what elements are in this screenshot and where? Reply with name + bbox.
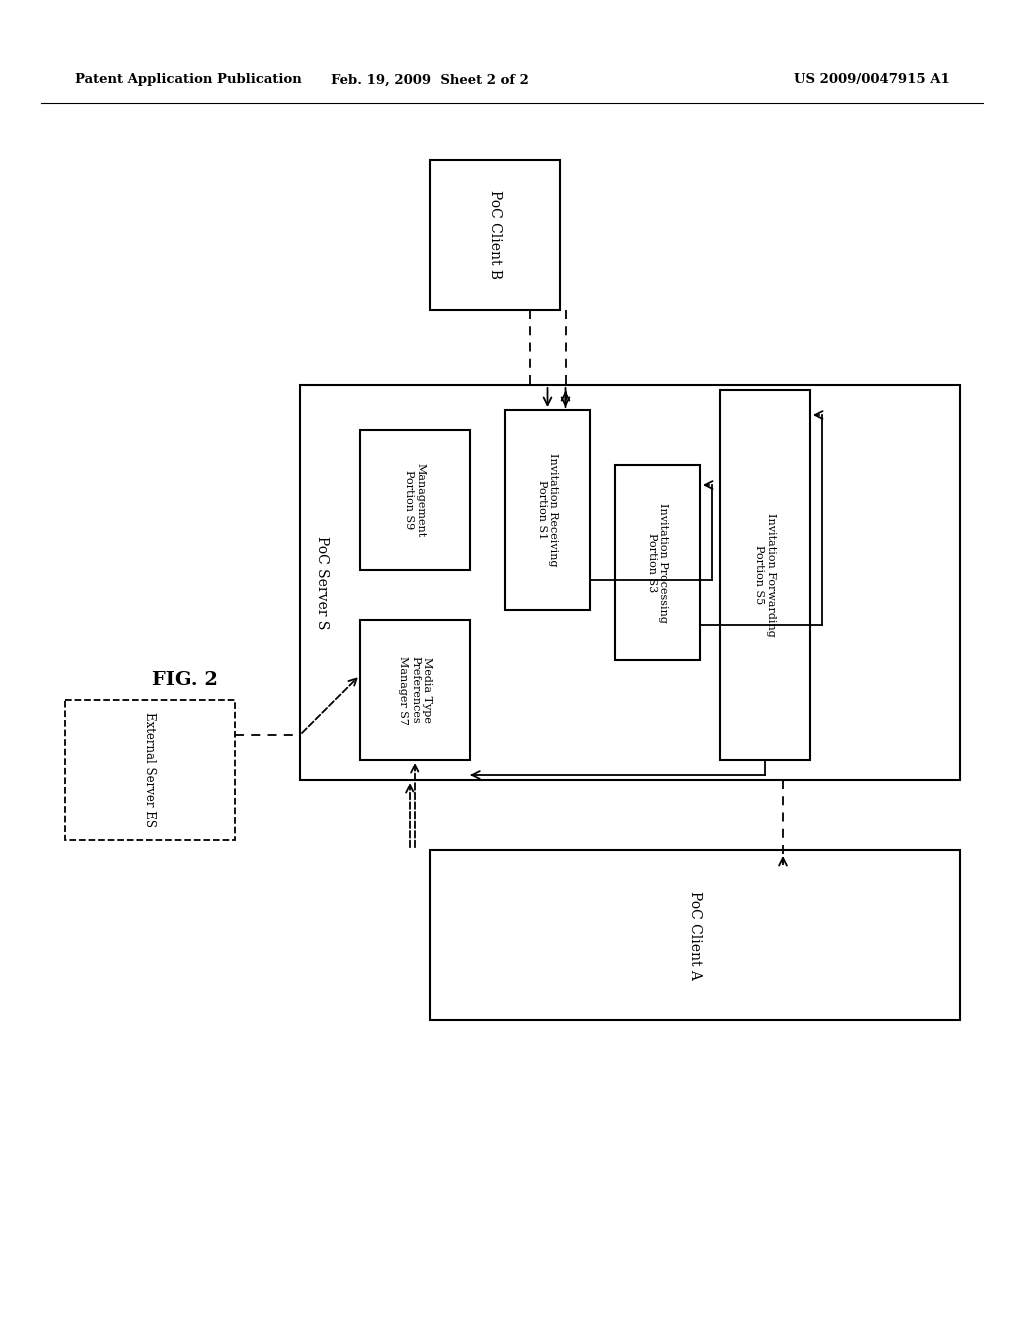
Text: FIG. 2: FIG. 2 xyxy=(152,671,218,689)
Text: Feb. 19, 2009  Sheet 2 of 2: Feb. 19, 2009 Sheet 2 of 2 xyxy=(331,74,529,87)
Bar xyxy=(430,160,560,310)
Bar xyxy=(300,385,961,780)
Text: Management
Portion S9: Management Portion S9 xyxy=(404,463,426,537)
Text: Patent Application Publication: Patent Application Publication xyxy=(75,74,302,87)
Text: Media Type
Preferences
Manager S7: Media Type Preferences Manager S7 xyxy=(398,656,431,725)
Bar xyxy=(505,411,590,610)
Text: US 2009/0047915 A1: US 2009/0047915 A1 xyxy=(795,74,950,87)
Bar xyxy=(65,700,234,840)
Text: Invitation Receiving
Portion S1: Invitation Receiving Portion S1 xyxy=(537,453,558,566)
Text: External Server ES: External Server ES xyxy=(143,713,157,828)
Text: Invitation Forwarding
Portion S5: Invitation Forwarding Portion S5 xyxy=(755,513,776,636)
Text: PoC Client B: PoC Client B xyxy=(488,190,502,280)
Bar xyxy=(360,430,470,570)
Bar xyxy=(615,465,700,660)
Text: Invitation Processing
Portion S3: Invitation Processing Portion S3 xyxy=(647,503,669,623)
Bar xyxy=(720,389,810,760)
Text: PoC Server S: PoC Server S xyxy=(315,536,329,630)
Bar xyxy=(360,620,470,760)
Text: PoC Client A: PoC Client A xyxy=(688,891,702,979)
Bar xyxy=(430,850,961,1020)
